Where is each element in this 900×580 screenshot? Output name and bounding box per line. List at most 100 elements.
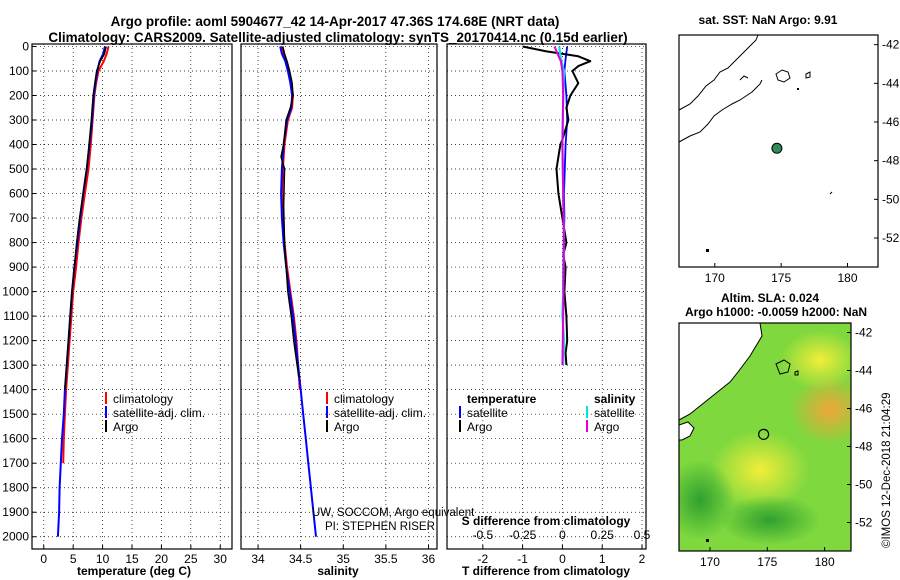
title-line2: Climatology: CARS2009. Satellite-adjuste… <box>48 30 627 45</box>
sla-map-y-ticks: -42 -44 -46 -48 -50 -52 <box>847 326 873 530</box>
x-tick-label: 25 <box>184 552 198 566</box>
sla-map-title-line2: Argo h1000: -0.0059 h2000: NaN <box>685 305 867 319</box>
series-line-argo <box>64 46 107 390</box>
legend-label-climatology: climatology <box>113 392 173 406</box>
coastline-south-island-east <box>678 79 763 143</box>
s-tick-label: -0.25 <box>509 528 537 542</box>
legend-label-argo: Argo <box>113 420 139 434</box>
legend-label-t-satellite: satellite <box>467 406 508 420</box>
salinity-panel: 34 34.5 35 35.5 36 salinity climatology sate… <box>240 43 475 578</box>
temperature-legend: climatology satellite-adj. clim. Argo <box>105 392 205 434</box>
s-tick-label: -0.5 <box>472 528 493 542</box>
sst-map-y-ticks: -42 -44 -46 -48 -50 -52 <box>874 38 900 245</box>
sst-map-x-ticks: 170 175 180 <box>705 263 858 285</box>
y-tick-label: 900 <box>9 260 29 274</box>
y-tick-label: -42 <box>882 38 900 52</box>
annotation-program: UW, SOCCOM, Argo equivalent <box>312 507 475 519</box>
salinity-legend: climatology satellite-adj. clim. Argo <box>326 392 426 434</box>
y-tick-label: -48 <box>855 440 873 454</box>
y-tick-label: -52 <box>855 516 873 530</box>
y-tick-label: 1700 <box>2 456 29 470</box>
s-tick-label: 0 <box>559 528 566 542</box>
temperature-panel: 0 5 10 15 20 25 30 0 100 200 300 400 500 600 700 800 90… <box>2 39 233 578</box>
salinity-x-ticks: 34 34.5 35 35.5 36 <box>251 545 435 566</box>
y-tick-label: 600 <box>9 187 29 201</box>
coastline-banks-peninsula <box>739 75 749 81</box>
salinity-xlabel: salinity <box>317 564 359 578</box>
x-tick-label: 5 <box>70 552 77 566</box>
argo-float-marker <box>771 142 783 154</box>
legend-label-s-argo: Argo <box>594 420 620 434</box>
x-tick-label: -2 <box>477 552 488 566</box>
sla-yellow-patch <box>710 430 810 510</box>
sla-yellow-patch <box>780 330 851 390</box>
series-line-satellite-adj-clim- <box>279 46 317 537</box>
y-tick-label: 1900 <box>2 505 29 519</box>
sst-map: sat. SST: NaN Argo: 9.91 170 175 180 -42 -4… <box>678 13 900 285</box>
annotation-pi: PI: STEPHEN RISER <box>325 521 435 533</box>
sla-warm-anomaly <box>790 375 851 445</box>
sla-map-x-ticks: 170 175 180 <box>700 547 835 569</box>
x-tick-label: 15 <box>125 552 139 566</box>
x-tick-label: 0 <box>559 552 566 566</box>
difference-x-ticks: -2 -1 0 1 2 <box>477 545 646 566</box>
sla-map-frame <box>678 322 852 552</box>
y-tick-label: 200 <box>9 88 29 102</box>
y-tick-label: 700 <box>9 211 29 225</box>
y-tick-label: 1400 <box>2 383 29 397</box>
series-line-argo <box>280 46 300 378</box>
difference-grid <box>447 44 646 549</box>
legend-title-temperature: temperature <box>467 392 537 406</box>
x-tick-label: 20 <box>155 552 169 566</box>
depth-y-ticks: 0 100 200 300 400 500 600 700 800 900 1000 1100 1200… <box>2 39 36 544</box>
difference-panel: -2 -1 0 1 2 -0.5 -0.25 0 0.25 0.5 S difference f… <box>446 43 651 578</box>
y-tick-label: 1100 <box>3 309 29 323</box>
salinity-lines <box>279 46 317 537</box>
islet-mark <box>829 191 833 195</box>
x-tick-label: 36 <box>422 552 436 566</box>
y-tick-label: -44 <box>882 76 900 90</box>
islet <box>805 71 811 79</box>
y-tick-label: -48 <box>882 154 900 168</box>
series-line-climatology <box>62 46 110 464</box>
imos-timestamp: ©IMOS 12-Dec-2018 21:04:29 <box>881 392 893 548</box>
y-tick-label: 1800 <box>2 481 29 495</box>
islet-dot <box>797 88 799 90</box>
t-difference-xlabel: T difference from climatology <box>462 564 630 578</box>
y-tick-label: 1200 <box>2 334 29 348</box>
s-difference-label: S difference from climatology <box>462 514 631 528</box>
x-tick-label: 180 <box>815 555 835 569</box>
sst-map-title: sat. SST: NaN Argo: 9.91 <box>699 13 838 27</box>
legend-label-satellite: satellite-adj. clim. <box>334 406 426 420</box>
y-tick-label: -42 <box>855 326 873 340</box>
difference-lines <box>522 45 592 366</box>
salinity-grid <box>241 44 437 549</box>
chatham-island <box>775 69 791 83</box>
series-line-t-argo <box>522 45 592 366</box>
difference-frame <box>446 43 647 550</box>
x-tick-label: 1 <box>599 552 606 566</box>
legend-label-satellite: satellite-adj. clim. <box>113 406 205 420</box>
y-tick-label: -46 <box>855 402 873 416</box>
y-tick-label: 100 <box>9 64 29 78</box>
s-difference-ticks: -0.5 -0.25 0 0.25 0.5 <box>472 528 650 542</box>
legend-label-t-argo: Argo <box>467 420 493 434</box>
sla-field <box>679 323 851 551</box>
campbell-island <box>706 249 709 252</box>
argo-float-marker <box>758 428 770 440</box>
x-tick-label: 34 <box>251 552 265 566</box>
x-tick-label: 0 <box>40 552 47 566</box>
s-tick-label: 0.5 <box>634 528 651 542</box>
y-tick-label: 0 <box>22 39 29 53</box>
x-tick-label: 34.5 <box>289 552 313 566</box>
sla-dark-patch <box>720 495 820 545</box>
title-line1: Argo profile: aoml 5904677_42 14-Apr-201… <box>111 14 560 29</box>
x-tick-label: 170 <box>705 271 725 285</box>
y-tick-label: 1000 <box>2 285 29 299</box>
x-tick-label: 35 <box>337 552 351 566</box>
y-tick-label: -46 <box>882 115 900 129</box>
campbell-island <box>706 539 709 542</box>
sla-map-title-line1: Altim. SLA: 0.024 <box>721 291 819 305</box>
series-line-s-argo <box>553 46 565 366</box>
